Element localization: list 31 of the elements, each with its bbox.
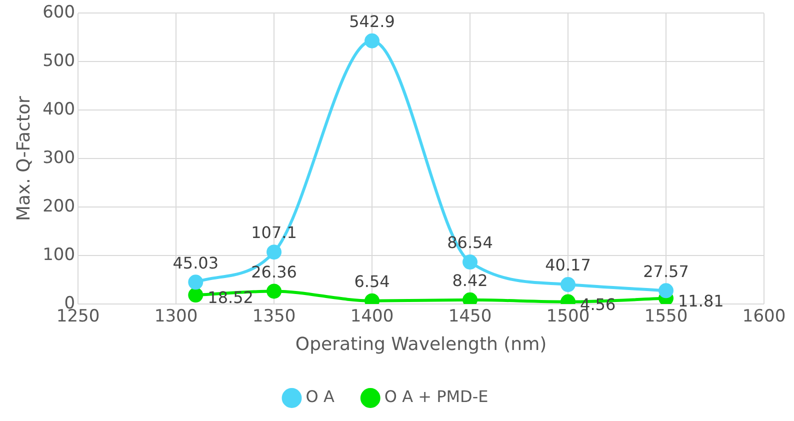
data-label: 45.03 [172, 253, 219, 272]
data-label: 8.42 [452, 271, 488, 290]
y-axis-title: Max. Q-Factor [13, 96, 34, 222]
y-tick-label: 400 [42, 100, 76, 120]
legend-label: O A [306, 387, 334, 406]
point [266, 284, 282, 299]
x-axis-title: Operating Wavelength (nm) [295, 334, 547, 355]
x-tick-label: 1350 [252, 306, 296, 327]
data-label: 542.9 [349, 12, 395, 32]
point [188, 274, 204, 290]
x-tick-label: 1450 [448, 306, 492, 327]
point [658, 283, 674, 298]
x-tick-label: 1600 [742, 306, 786, 327]
point [462, 254, 478, 270]
y-tick-label: 200 [42, 196, 76, 216]
data-label: 27.57 [643, 262, 689, 281]
data-label: 26.36 [251, 262, 297, 282]
y-tick-label: 300 [42, 148, 76, 168]
y-tick-label: 600 [42, 2, 76, 23]
legend-label: O A + PMD-E [384, 387, 488, 406]
point [266, 244, 282, 260]
y-tick-label: 500 [42, 51, 76, 72]
x-tick-label: 1300 [154, 306, 198, 327]
point [364, 33, 380, 48]
point [188, 288, 204, 303]
data-label: 40.17 [545, 256, 591, 275]
data-label: 6.54 [354, 272, 390, 291]
point [560, 277, 576, 292]
x-tick-label: 1400 [350, 306, 394, 327]
y-tick-label: 100 [42, 244, 76, 265]
data-label: 18.52 [208, 288, 254, 308]
